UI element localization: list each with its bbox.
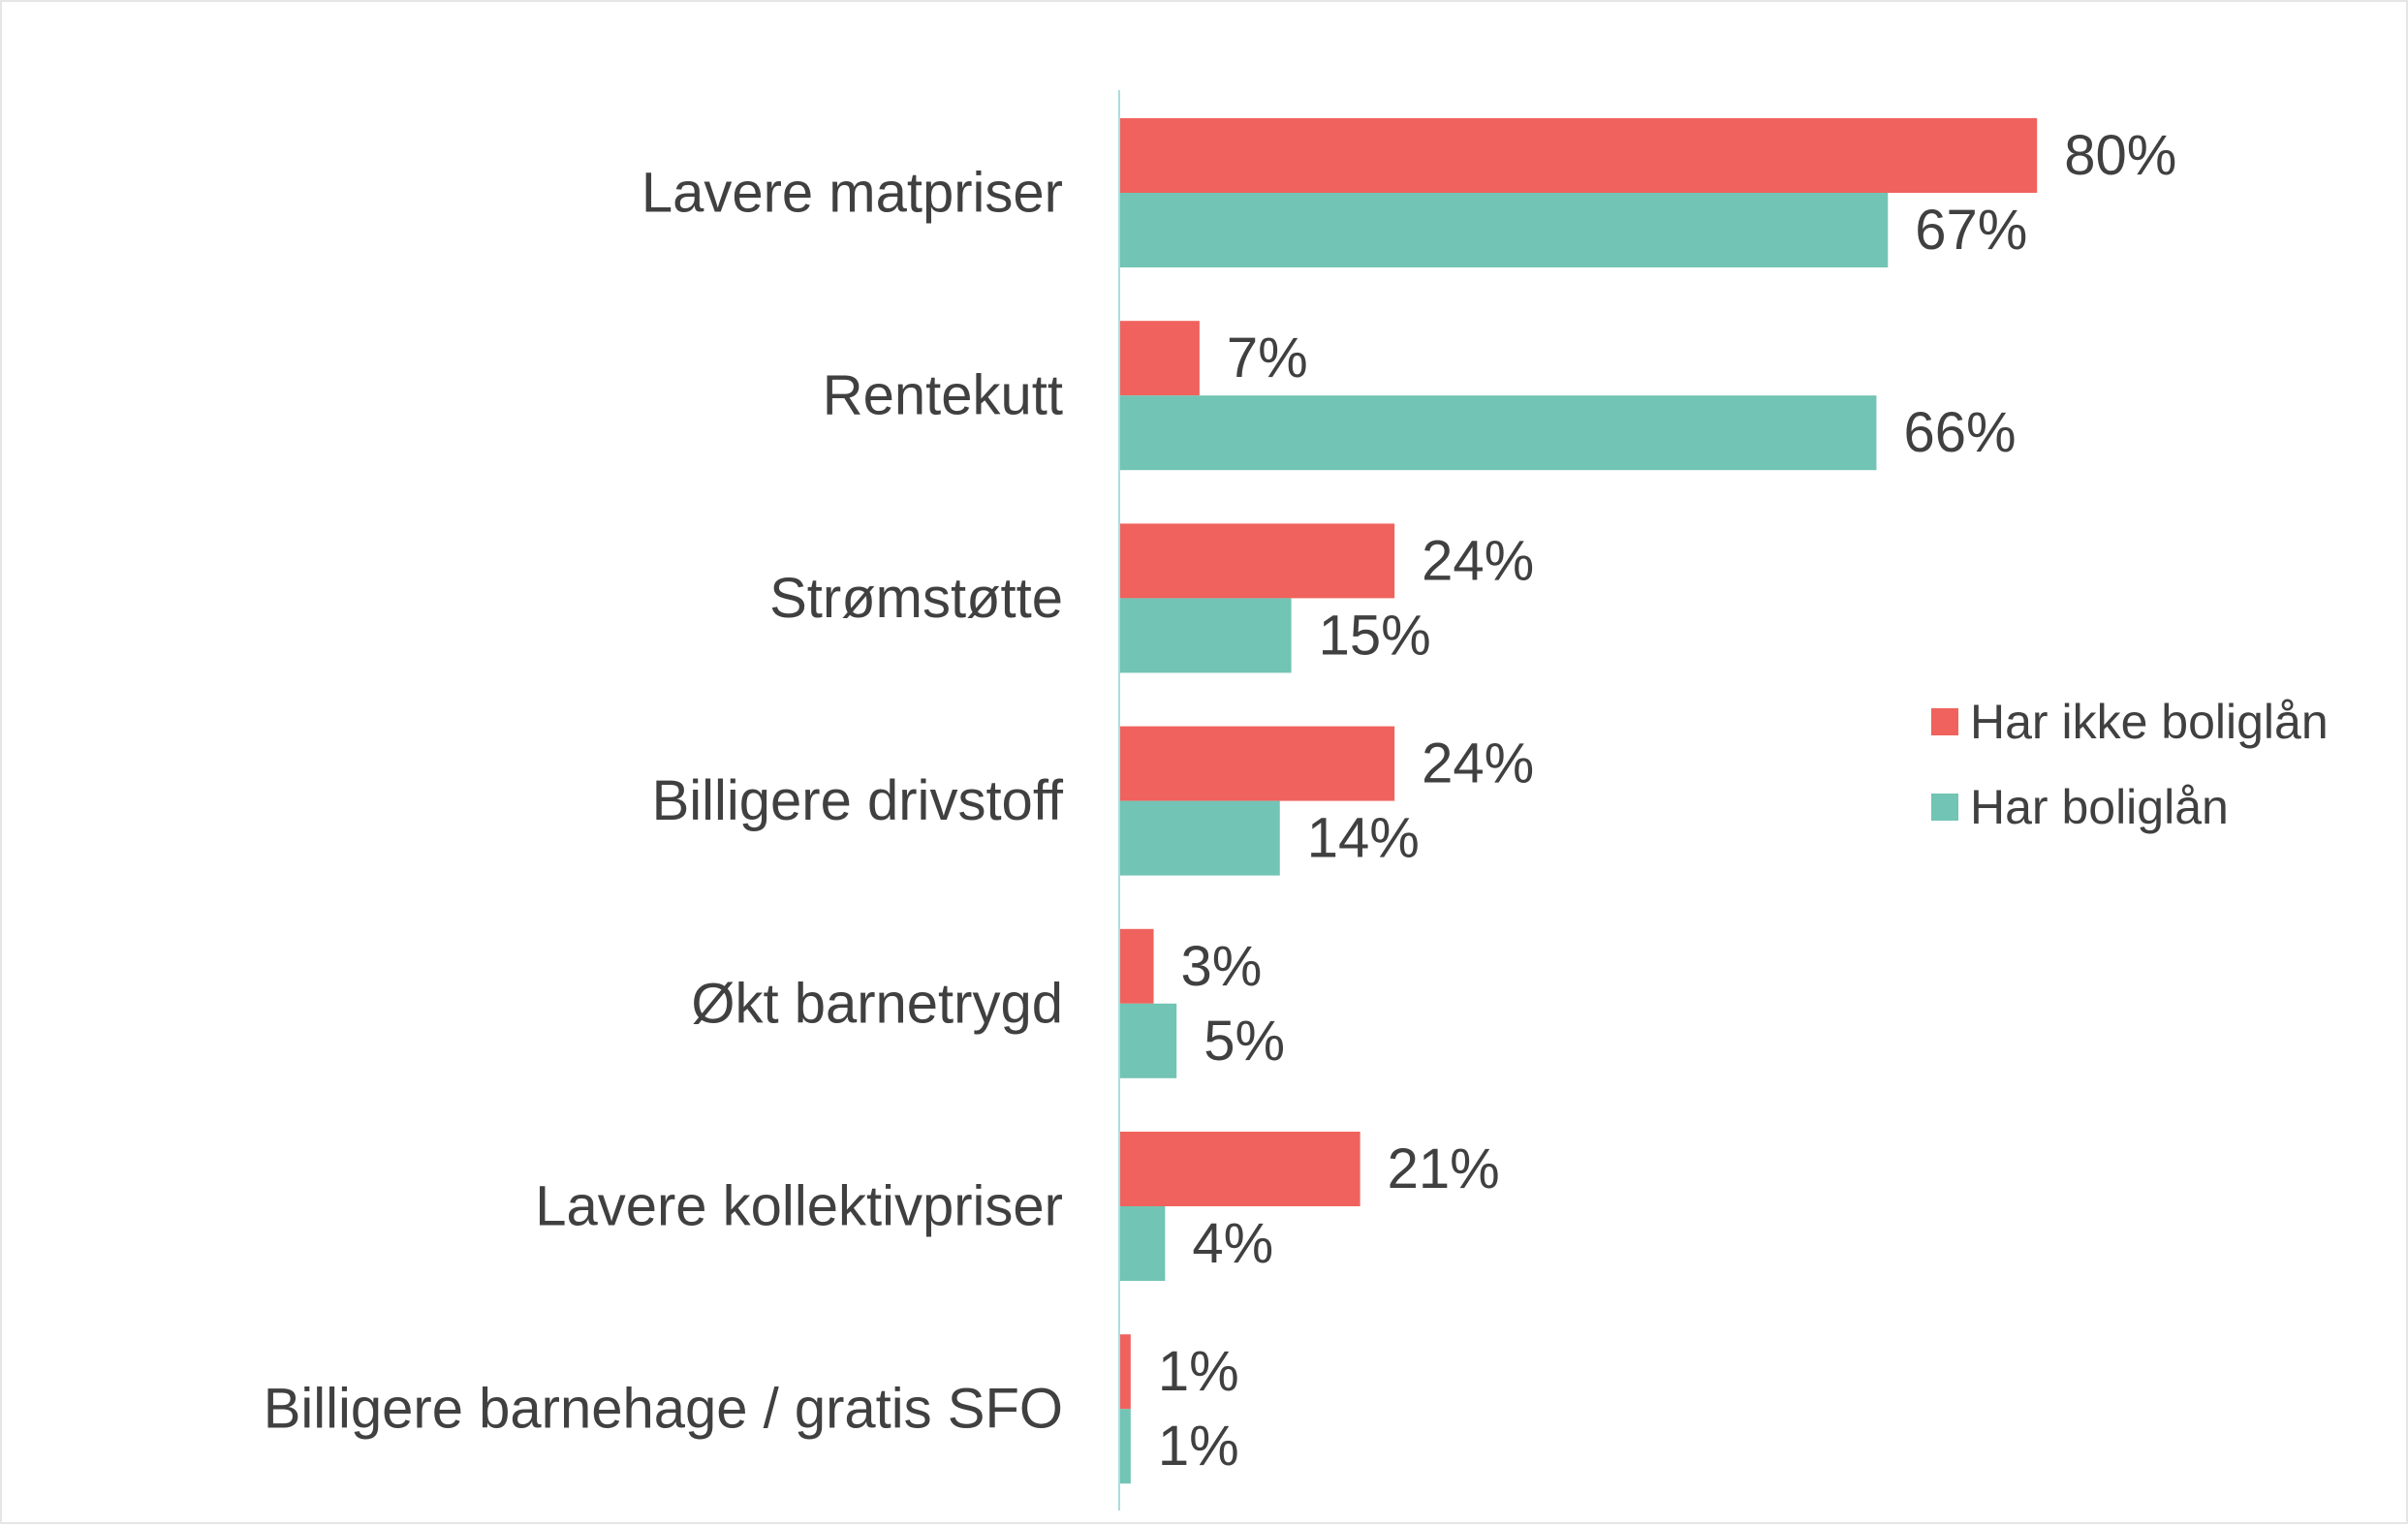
category-label: Billigere barnehage / gratis SFO	[264, 1378, 1063, 1441]
data-label: 4%	[1192, 1212, 1273, 1275]
legend: Har ikke boliglån Har boliglån	[1931, 695, 2329, 834]
data-label: 66%	[1903, 401, 2016, 464]
data-label: 21%	[1388, 1137, 1500, 1200]
legend-label: Har boliglån	[1970, 780, 2229, 834]
data-label: 14%	[1307, 807, 1420, 870]
data-label: 67%	[1915, 199, 2027, 262]
data-label: 5%	[1204, 1010, 1285, 1073]
bar-har-ikke-boliglan	[1119, 1132, 1360, 1206]
bar-har-boliglan	[1119, 1206, 1166, 1281]
data-label: 1%	[1158, 1415, 1239, 1478]
bar-har-boliglan	[1119, 1003, 1177, 1078]
data-label: 24%	[1422, 732, 1534, 795]
bar-har-ikke-boliglan	[1119, 523, 1395, 599]
category-label: Strømstøtte	[769, 567, 1063, 630]
legend-swatch-har-boliglan	[1931, 794, 1958, 821]
bar-har-boliglan	[1119, 193, 1889, 267]
value-labels-layer: 80%67%7%66%24%15%24%14%3%5%21%4%1%1%	[1158, 124, 2176, 1478]
category-label: Rentekutt	[823, 364, 1063, 427]
category-label: Økt barnetrygd	[691, 972, 1063, 1035]
bar-har-boliglan	[1119, 598, 1292, 673]
category-label: Lavere matpriser	[641, 162, 1063, 225]
category-label: Billigere drivstoff	[652, 769, 1064, 832]
bar-har-ikke-boliglan	[1119, 726, 1395, 801]
legend-swatch-har-ikke-boliglan	[1931, 708, 1958, 735]
data-label: 80%	[2064, 124, 2176, 187]
bar-har-boliglan	[1119, 395, 1877, 471]
data-label: 1%	[1158, 1340, 1239, 1403]
bar-har-boliglan	[1119, 800, 1280, 876]
data-label: 24%	[1422, 529, 1534, 592]
bar-har-ikke-boliglan	[1119, 1334, 1131, 1410]
bar-har-ikke-boliglan	[1119, 321, 1200, 396]
category-label: Lavere kollektivpriser	[535, 1175, 1063, 1238]
bars-layer	[1119, 118, 2038, 1484]
bar-har-ikke-boliglan	[1119, 118, 2038, 193]
bar-har-boliglan	[1119, 1409, 1131, 1484]
legend-label: Har ikke boliglån	[1970, 695, 2329, 749]
data-label: 3%	[1181, 935, 1263, 998]
data-label: 15%	[1319, 604, 1431, 667]
data-label: 7%	[1227, 327, 1308, 389]
category-labels-layer: Lavere matpriser Rentekutt Strømstøtte Bill…	[264, 162, 1064, 1441]
bar-har-ikke-boliglan	[1119, 928, 1154, 1004]
